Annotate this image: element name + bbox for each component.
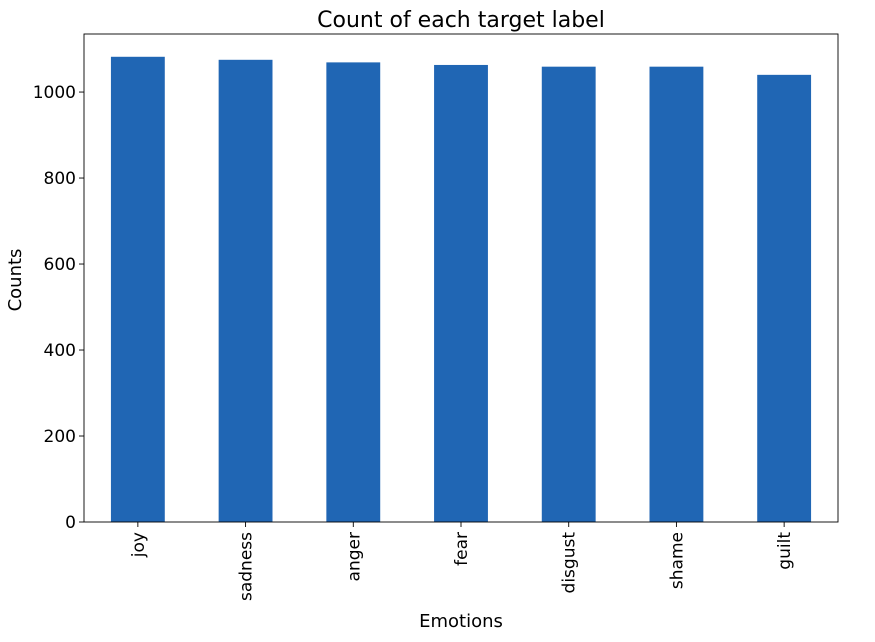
y-tick-label: 0 bbox=[65, 513, 76, 533]
x-tick-label-fear: fear bbox=[452, 532, 472, 566]
plot-frame bbox=[83, 33, 839, 523]
y-tick-label: 200 bbox=[44, 427, 76, 447]
x-tick-label-disgust: disgust bbox=[560, 532, 580, 594]
y-tick-label: 600 bbox=[44, 255, 76, 275]
x-axis-ticks: joy sadness anger fear disgust shame guilt bbox=[129, 522, 795, 601]
x-tick-label-joy: joy bbox=[129, 532, 149, 558]
x-tick-label-sadness: sadness bbox=[237, 532, 257, 601]
y-tick-label: 800 bbox=[44, 169, 76, 189]
y-axis-label: Counts bbox=[5, 249, 26, 312]
bar-disgust bbox=[541, 66, 596, 523]
chart-title: Count of each target label bbox=[317, 8, 605, 33]
x-tick-label-guilt: guilt bbox=[775, 532, 795, 570]
bar-fear bbox=[434, 64, 488, 523]
bar-shame bbox=[649, 66, 704, 523]
bars-group bbox=[110, 56, 812, 523]
x-axis-label: Emotions bbox=[419, 611, 503, 632]
y-axis-ticks: 0 200 400 600 800 1000 bbox=[33, 83, 84, 533]
bar-sadness bbox=[218, 59, 273, 522]
bar-joy bbox=[110, 56, 165, 523]
x-tick-label-shame: shame bbox=[667, 532, 687, 589]
y-tick-label: 1000 bbox=[33, 83, 76, 103]
x-tick-label-anger: anger bbox=[344, 532, 364, 581]
bar-anger bbox=[326, 62, 381, 522]
y-tick-label: 400 bbox=[44, 341, 76, 361]
bar-guilt bbox=[757, 74, 812, 522]
